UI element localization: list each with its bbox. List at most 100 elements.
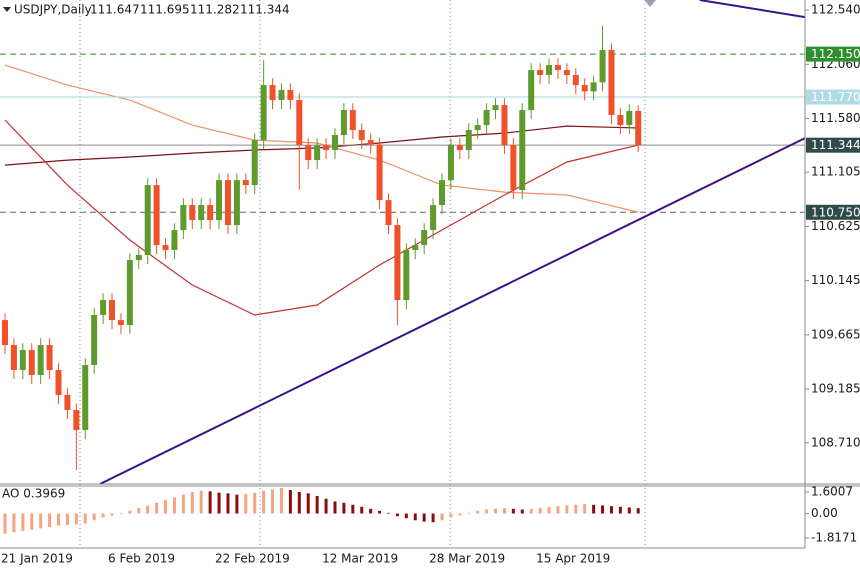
ao-bar: [110, 513, 114, 516]
price-label: 111.344: [811, 138, 860, 152]
candle-body: [251, 140, 258, 186]
candle-body: [528, 70, 535, 111]
ao-bar: [315, 496, 319, 514]
candle-body: [207, 205, 214, 221]
candle-body: [242, 180, 249, 186]
ao-bar: [618, 506, 622, 514]
candle-body: [37, 345, 44, 375]
candle-body: [55, 370, 62, 395]
trendline: [699, 0, 805, 19]
candle-body: [367, 140, 374, 145]
candle-body: [492, 105, 499, 111]
x-tick-label: 6 Feb 2019: [108, 552, 175, 566]
ao-bar: [306, 493, 310, 514]
ao-bar: [458, 513, 462, 516]
candle-body: [314, 145, 321, 161]
ao-bar: [244, 494, 248, 514]
ao-bar: [627, 507, 631, 514]
ao-bar: [119, 512, 123, 514]
x-tick-label: 21 Jan 2019: [1, 552, 73, 566]
plot-area: [0, 0, 805, 484]
ao-bar: [181, 494, 185, 514]
ao-bar: [226, 493, 230, 514]
ao-bar: [529, 508, 533, 514]
candle-body: [501, 105, 508, 146]
ao-bar: [440, 513, 444, 521]
candle-body: [599, 50, 606, 83]
ao-bar: [199, 490, 203, 514]
ao-bar: [155, 502, 159, 514]
candle-body: [260, 85, 267, 141]
menu-arrow: [3, 7, 11, 12]
ao-bar: [12, 513, 16, 533]
price-label-box: [806, 46, 860, 62]
y-tick-label: 109.665: [811, 327, 860, 341]
ao-bar: [190, 492, 194, 514]
candle-body: [376, 144, 383, 201]
ao-bar: [324, 498, 328, 514]
ao-bar: [297, 492, 301, 514]
ao-bar: [413, 513, 417, 521]
ao-bar: [92, 513, 96, 521]
candle-body: [465, 130, 472, 151]
ao-bar: [65, 513, 69, 525]
ao-bar: [164, 500, 168, 514]
candle-body: [554, 65, 561, 71]
candle-body: [510, 145, 517, 191]
x-tick-label: 15 Apr 2019: [536, 552, 610, 566]
candle-body: [331, 135, 338, 151]
y-tick-label: 109.185: [811, 382, 860, 396]
ao-bar: [351, 504, 355, 514]
last-close: 111.344: [240, 3, 290, 17]
candle-body: [171, 230, 178, 251]
candle-body: [1, 320, 8, 346]
trendline: [99, 137, 805, 484]
y-tick-label: 111.105: [811, 165, 860, 179]
candle-body: [189, 205, 196, 221]
ao-bar: [601, 505, 605, 514]
ao-bar: [609, 506, 613, 514]
ao-bar: [538, 508, 542, 514]
ao-bar: [583, 504, 587, 514]
ao-bar: [467, 512, 471, 514]
candle-body: [144, 185, 151, 255]
candle-body: [519, 110, 526, 191]
y-tick-label: 111.580: [811, 111, 860, 125]
candle-body: [608, 50, 615, 116]
ao-bar: [235, 494, 239, 514]
ao-bar: [57, 513, 61, 526]
candle-body: [581, 85, 588, 92]
price-label: 112.150: [811, 47, 860, 61]
y-tick-label: 110.145: [811, 273, 860, 287]
candle-body: [19, 350, 26, 371]
ao-bar: [369, 508, 373, 514]
ao-bar: [360, 506, 364, 514]
candle-body: [439, 180, 446, 206]
ao-bar: [556, 506, 560, 514]
ao-bar: [395, 513, 399, 517]
y-tick-label: 110.625: [811, 219, 860, 233]
ao-bar: [476, 510, 480, 514]
candle-body: [456, 145, 463, 151]
candle-body: [403, 250, 410, 301]
axis-labels: 112.540112.060111.580111.105110.625110.1…: [1, 3, 860, 566]
candle-body: [447, 145, 454, 181]
ao-bar: [502, 508, 506, 514]
price-label-box: [806, 204, 860, 220]
y-tick-label: 108.710: [811, 435, 860, 449]
candle-body: [626, 110, 633, 126]
candle-body: [233, 180, 240, 226]
candle-body: [483, 110, 490, 126]
ao-bar: [431, 513, 435, 523]
ao-bar: [279, 487, 283, 514]
ao-bar: [3, 513, 7, 534]
candle-body: [269, 85, 276, 101]
candle-body: [617, 115, 624, 126]
ao-bar: [208, 491, 212, 514]
ao-bar: [48, 513, 52, 528]
candle-body: [117, 320, 124, 326]
candle-body: [340, 110, 347, 136]
x-tick-label: 12 Mar 2019: [322, 552, 398, 566]
candle-body: [474, 125, 481, 131]
